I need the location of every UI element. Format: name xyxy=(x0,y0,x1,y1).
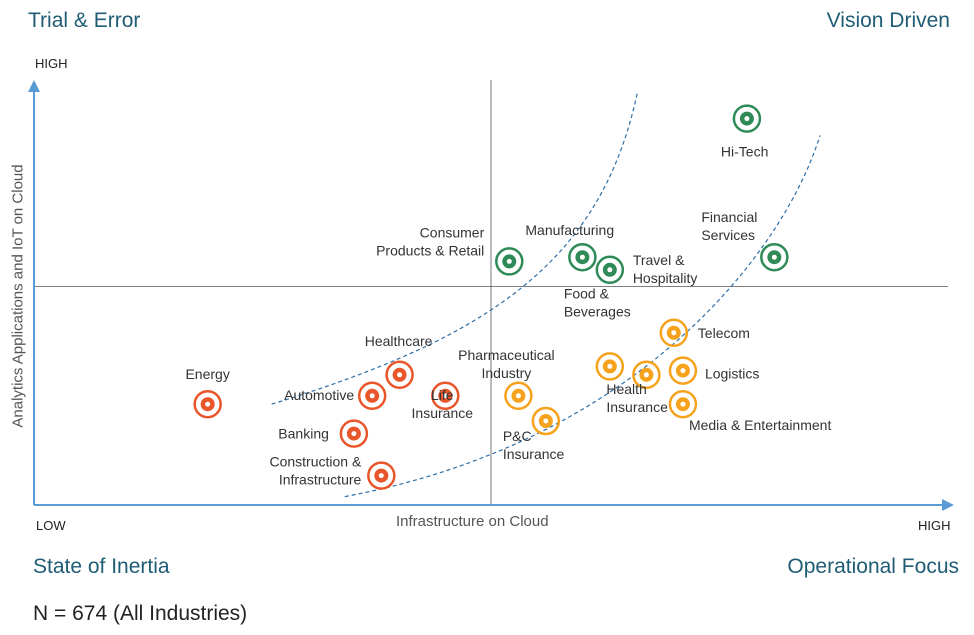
x-axis-arrow-icon xyxy=(942,499,954,511)
luggage-icon xyxy=(595,255,625,285)
quadrant-title-top-left: Trial & Error xyxy=(28,9,141,32)
industry-label: Manufacturing xyxy=(525,222,614,238)
calculator-icon xyxy=(760,242,789,272)
industry-label: Travel & Hospitality xyxy=(633,252,698,286)
x-axis-high-label: HIGH xyxy=(918,518,951,533)
industry-label: P&C Insurance xyxy=(503,428,565,462)
cloche-icon xyxy=(595,352,625,381)
truck-icon xyxy=(668,356,698,385)
pill-icon xyxy=(504,381,533,411)
satellite-dish-icon xyxy=(659,318,689,348)
bank-icon xyxy=(339,419,369,448)
y-axis-arrow-icon xyxy=(28,80,40,92)
industry-label: Consumer Products & Retail xyxy=(376,224,484,258)
car-shield-icon xyxy=(531,406,561,436)
industry-point: Consumer Products & Retail xyxy=(376,224,524,276)
industry-point: Telecom xyxy=(659,318,750,348)
industry-label: Automotive xyxy=(284,387,354,403)
industry-point: Banking xyxy=(278,419,369,448)
industry-point: Automotive xyxy=(284,381,387,411)
industry-label: Health Insurance xyxy=(606,381,668,415)
quadrant-title-bottom-left: State of Inertia xyxy=(33,555,170,578)
video-camera-icon xyxy=(668,389,698,419)
hard-hat-icon xyxy=(367,461,396,490)
x-axis-low-label: LOW xyxy=(36,518,66,533)
industry-label: Financial Services xyxy=(701,209,757,243)
chip-icon xyxy=(732,104,762,133)
shopping-cart-icon xyxy=(495,247,524,276)
industry-label: Life Insurance xyxy=(412,387,474,421)
gear-bulb-icon xyxy=(568,242,597,272)
industry-label: Construction & Infrastructure xyxy=(269,454,361,488)
lower-boundary xyxy=(344,135,821,498)
energy-icon xyxy=(193,389,222,419)
industry-label: Logistics xyxy=(705,366,759,382)
industry-point: Energy xyxy=(185,366,230,419)
industry-label: Banking xyxy=(278,426,329,442)
industry-point: Food & Beverages xyxy=(564,285,631,381)
industry-label: Energy xyxy=(185,366,229,382)
industry-point: Health Insurance xyxy=(606,360,668,415)
industry-point: Hi-Tech xyxy=(721,104,768,160)
industry-point: Life Insurance xyxy=(412,381,474,421)
industry-point: Manufacturing xyxy=(525,222,614,272)
x-axis-title: Infrastructure on Cloud xyxy=(396,513,549,530)
steering-wheel-icon xyxy=(357,381,387,411)
industry-label: Healthcare xyxy=(365,333,433,349)
quadrant-title-top-right: Vision Driven xyxy=(826,9,950,32)
industry-point: P&C Insurance xyxy=(503,406,565,462)
industry-point: Logistics xyxy=(668,356,759,385)
industry-point: Travel & Hospitality xyxy=(595,252,698,286)
shield-plus-icon xyxy=(632,360,661,390)
industry-point: Media & Entertainment xyxy=(668,389,832,433)
industry-label: Pharmaceutical Industry xyxy=(458,347,555,381)
industry-label: Media & Entertainment xyxy=(689,417,832,433)
industry-label: Hi-Tech xyxy=(721,144,768,160)
quadrant-title-bottom-right: Operational Focus xyxy=(787,555,959,578)
industry-point: Healthcare xyxy=(365,333,433,390)
y-axis-high-label: HIGH xyxy=(35,56,68,71)
industry-label: Telecom xyxy=(698,325,750,341)
industry-point: Financial Services xyxy=(701,209,789,272)
industry-point: Pharmaceutical Industry xyxy=(458,347,555,411)
sample-size-note: N = 674 (All Industries) xyxy=(33,602,248,625)
medical-plus-icon xyxy=(385,360,414,390)
industry-label: Food & Beverages xyxy=(564,285,631,319)
umbrella-family-icon xyxy=(431,381,460,411)
industry-point: Construction & Infrastructure xyxy=(269,454,396,490)
